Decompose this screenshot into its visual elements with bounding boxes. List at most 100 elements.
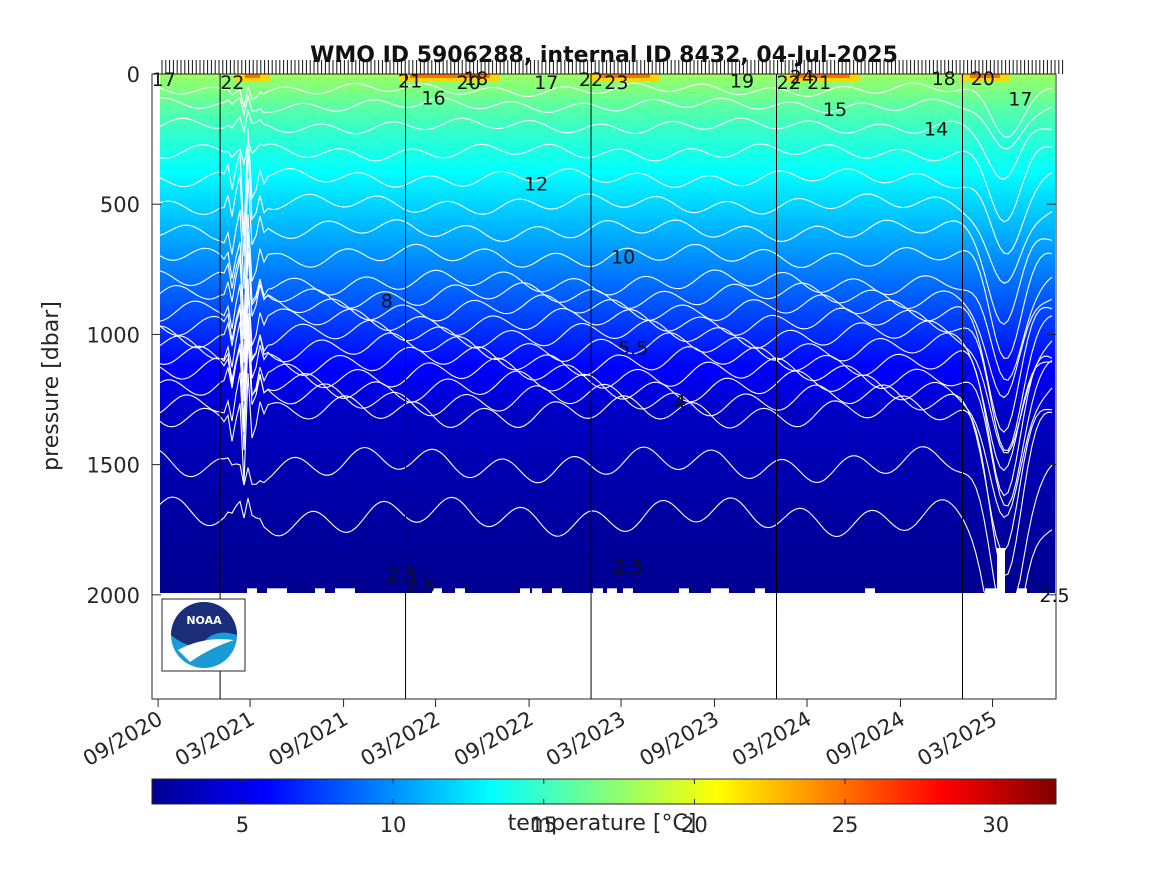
field-band bbox=[160, 144, 1055, 148]
contour-lines bbox=[160, 82, 1053, 593]
surface-warm-patch bbox=[410, 74, 490, 78]
field-band bbox=[160, 365, 1055, 369]
field-band bbox=[160, 329, 1055, 333]
field-band bbox=[160, 331, 1055, 336]
field-band bbox=[160, 188, 1055, 192]
colorbar-tick-label: 20 bbox=[681, 813, 708, 837]
field-band bbox=[160, 133, 1055, 138]
contour-line bbox=[160, 338, 1053, 553]
contour-line bbox=[160, 313, 1053, 497]
field-band bbox=[160, 227, 1055, 231]
contour-label: 17 bbox=[152, 69, 176, 91]
contour-line bbox=[160, 251, 1053, 433]
field-band bbox=[160, 94, 1055, 99]
field-band bbox=[160, 480, 1055, 484]
field-band bbox=[160, 485, 1055, 489]
field-band bbox=[160, 310, 1055, 315]
contour-label: 22 bbox=[220, 72, 244, 94]
contour-label: 2.5 bbox=[405, 576, 435, 598]
bottom-notch bbox=[623, 588, 633, 596]
field-band bbox=[160, 209, 1055, 213]
bottom-notch bbox=[679, 588, 689, 596]
axes-frame bbox=[151, 73, 1057, 700]
field-band bbox=[160, 225, 1055, 229]
contour-label: 17 bbox=[534, 72, 558, 94]
x-tick-label: 03/2024 bbox=[728, 707, 816, 771]
contour-line bbox=[160, 214, 1053, 359]
field-band bbox=[160, 462, 1055, 466]
field-band bbox=[160, 568, 1055, 572]
contour-line bbox=[160, 286, 1053, 454]
colorbar-ticks: 5 10 15 20 25 30 bbox=[236, 779, 1009, 837]
field-band bbox=[160, 550, 1055, 554]
colorbar-tick-label: 25 bbox=[832, 813, 859, 837]
surface-warm-patch bbox=[600, 74, 650, 78]
contour-label: 16 bbox=[421, 87, 445, 109]
field-band bbox=[160, 167, 1055, 171]
field-band bbox=[160, 105, 1055, 109]
bottom-notch bbox=[520, 588, 530, 596]
field-band bbox=[160, 337, 1055, 341]
x-tick-label: 03/2023 bbox=[542, 707, 630, 771]
field-band bbox=[160, 378, 1055, 382]
field-band bbox=[160, 412, 1055, 416]
field-band bbox=[160, 566, 1055, 570]
field-band bbox=[160, 560, 1055, 565]
contour-line bbox=[160, 278, 1053, 451]
field-band bbox=[160, 558, 1055, 562]
field-band bbox=[160, 264, 1055, 268]
field-band bbox=[160, 97, 1055, 101]
surface-warm-patch bbox=[795, 74, 850, 78]
field-band bbox=[160, 110, 1055, 114]
field-band bbox=[160, 396, 1055, 401]
field-band bbox=[160, 571, 1055, 575]
field-band bbox=[160, 529, 1055, 533]
field-band bbox=[160, 350, 1055, 354]
field-band bbox=[160, 258, 1055, 263]
year-lines bbox=[219, 74, 964, 699]
field-band bbox=[160, 284, 1055, 289]
field-band bbox=[160, 391, 1055, 395]
bottom-notch bbox=[1017, 588, 1027, 596]
bottom-notch bbox=[277, 588, 287, 596]
bottom-notch bbox=[755, 588, 765, 596]
field-band bbox=[160, 519, 1055, 523]
field-band bbox=[160, 467, 1055, 471]
field-band bbox=[160, 212, 1055, 216]
contour-line bbox=[160, 373, 1053, 577]
contour-label: 14 bbox=[924, 119, 948, 141]
contour-label: 22 bbox=[777, 72, 801, 94]
field-band bbox=[160, 84, 1055, 88]
field-band bbox=[160, 482, 1055, 487]
field-band bbox=[160, 141, 1055, 145]
field-band bbox=[160, 433, 1055, 437]
bottom-notch bbox=[997, 547, 1005, 596]
field-band bbox=[160, 100, 1055, 104]
field-band bbox=[160, 352, 1055, 356]
contour-line bbox=[160, 326, 1053, 507]
bottom-notch bbox=[432, 588, 442, 596]
colorbar bbox=[151, 778, 1057, 805]
field-band bbox=[160, 495, 1055, 500]
field-band bbox=[160, 219, 1055, 224]
field-band bbox=[160, 451, 1055, 455]
contour-line bbox=[160, 496, 1053, 593]
x-tick-label: 09/2020 bbox=[79, 707, 167, 771]
field-band bbox=[160, 540, 1055, 544]
field-band bbox=[160, 131, 1055, 135]
field-band bbox=[160, 172, 1055, 177]
noaa-logo-text: NOAA bbox=[186, 614, 222, 627]
field-band bbox=[160, 446, 1055, 450]
field-band bbox=[160, 527, 1055, 531]
bottom-notch bbox=[345, 588, 355, 596]
field-band bbox=[160, 128, 1055, 132]
bottom-notch bbox=[711, 588, 721, 596]
y-tick-label: 1000 bbox=[87, 323, 140, 347]
contour-label: 8 bbox=[381, 291, 393, 313]
field-band bbox=[160, 386, 1055, 390]
field-band bbox=[160, 456, 1055, 461]
field-band bbox=[160, 261, 1055, 265]
chart-title: WMO ID 5906288, internal ID 8432, 04-Jul… bbox=[310, 43, 898, 68]
field-band bbox=[160, 271, 1055, 276]
